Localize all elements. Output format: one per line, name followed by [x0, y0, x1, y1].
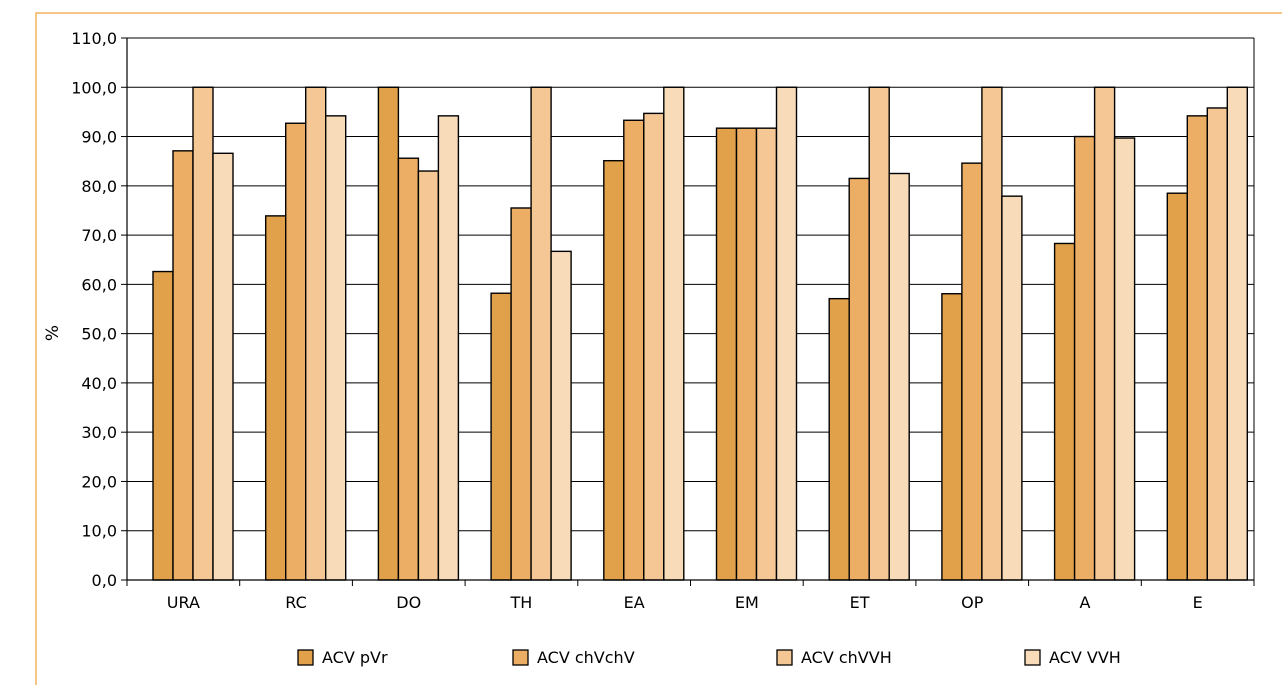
bar-ea-series-1 [603, 159, 625, 581]
bar-do-series-1 [377, 86, 400, 581]
x-tick-label: E [1193, 593, 1203, 612]
plot-area: 0,0 10,0 20,0 30,0 40,0 50,0 60,0 70,0 80,0 90,0 1… [71, 29, 1255, 612]
bar-op-series-1 [941, 293, 963, 581]
bar-op-series-2 [961, 162, 983, 581]
x-tick-labels: URA RC DO TH EA EM ET OP A E [167, 593, 1203, 612]
x-tick-label: TH [510, 593, 533, 612]
x-tick-label: OP [961, 593, 984, 612]
axes [121, 37, 1255, 586]
bar-op-series-3 [981, 86, 1003, 581]
bar-a-series-1 [1053, 242, 1076, 581]
x-tick-label: ET [850, 593, 870, 612]
bar-a-series-2 [1073, 135, 1096, 581]
y-tick-label: 80,0 [81, 177, 117, 196]
legend-item: ACV chVchV [512, 648, 635, 667]
y-tick-label: 50,0 [81, 325, 117, 344]
bar-do-series-4 [437, 115, 460, 581]
bar-rc-series-4 [325, 115, 347, 581]
bar-em-series-4 [775, 86, 798, 581]
y-tick-label: 10,0 [81, 522, 117, 541]
bar-th-series-2 [510, 207, 532, 581]
frame-border [35, 12, 1282, 685]
bar-et-series-4 [888, 172, 910, 581]
legend-label: ACV VVH [1049, 648, 1121, 667]
y-tick-labels: 0,0 10,0 20,0 30,0 40,0 50,0 60,0 70,0 80,0 90,0 1… [71, 29, 117, 590]
bar-et-series-2 [848, 177, 870, 581]
bar-th-series-4 [550, 250, 572, 581]
bar-do-series-3 [417, 170, 440, 581]
y-tick-label: 20,0 [81, 472, 117, 491]
bar-e-series-3 [1206, 107, 1229, 581]
legend-item: ACV pVr [297, 648, 388, 667]
legend-item: ACV VVH [1024, 648, 1121, 667]
y-axis-label: % [43, 325, 63, 341]
x-tick-label: A [1079, 593, 1090, 612]
bar-et-series-3 [868, 86, 890, 581]
bar-e-series-1 [1166, 192, 1189, 581]
y-tick-label: 110,0 [71, 29, 117, 48]
bar-ea-series-2 [623, 119, 645, 581]
bar-do-series-2 [397, 157, 420, 581]
bar-op-series-4 [1001, 195, 1023, 581]
bar-a-series-4 [1113, 137, 1136, 581]
x-tick-label: EM [735, 593, 759, 612]
bar-rc-series-3 [305, 86, 327, 581]
bar-em-series-3 [755, 127, 778, 581]
y-tick-label: 100,0 [71, 78, 117, 97]
bar-et-series-1 [828, 297, 850, 581]
bar-rc-series-1 [265, 215, 287, 581]
y-tick-label: 60,0 [81, 275, 117, 294]
y-tick-label: 40,0 [81, 374, 117, 393]
bar-th-series-3 [530, 86, 552, 581]
bar-th-series-1 [490, 292, 512, 581]
bar-e-series-4 [1226, 86, 1249, 581]
legend-swatch [297, 649, 314, 666]
y-tick-label: 70,0 [81, 226, 117, 245]
bar-ea-series-3 [643, 112, 665, 581]
bar-em-series-2 [735, 127, 758, 581]
x-tick-label: RC [285, 593, 307, 612]
legend-item: ACV chVVH [776, 648, 892, 667]
y-tick-label: 30,0 [81, 423, 117, 442]
bars [152, 86, 1249, 581]
bar-a-series-3 [1093, 86, 1116, 581]
bar-ura-series-1 [152, 270, 174, 581]
legend-swatch [1024, 649, 1041, 666]
legend-swatch [512, 649, 529, 666]
legend-label: ACV chVVH [801, 648, 892, 667]
x-tick-label: URA [167, 593, 200, 612]
legend-swatch [776, 649, 793, 666]
bar-ura-series-4 [212, 152, 234, 581]
bar-ura-series-2 [172, 150, 194, 581]
bar-em-series-1 [715, 127, 738, 581]
y-tick-label: 90,0 [81, 128, 117, 147]
legend-label: ACV chVchV [537, 648, 635, 667]
bar-e-series-2 [1186, 115, 1209, 581]
bar-ura-series-3 [192, 86, 214, 581]
bar-ea-series-4 [663, 86, 685, 581]
legend-label: ACV pVr [322, 648, 388, 667]
x-tick-label: DO [396, 593, 421, 612]
x-tick-label: EA [624, 593, 645, 612]
bar-rc-series-2 [285, 122, 307, 581]
y-tick-label: 0,0 [92, 571, 117, 590]
legend: ACV pVr ACV chVchV ACV chVVH ACV VVH [297, 648, 1121, 667]
